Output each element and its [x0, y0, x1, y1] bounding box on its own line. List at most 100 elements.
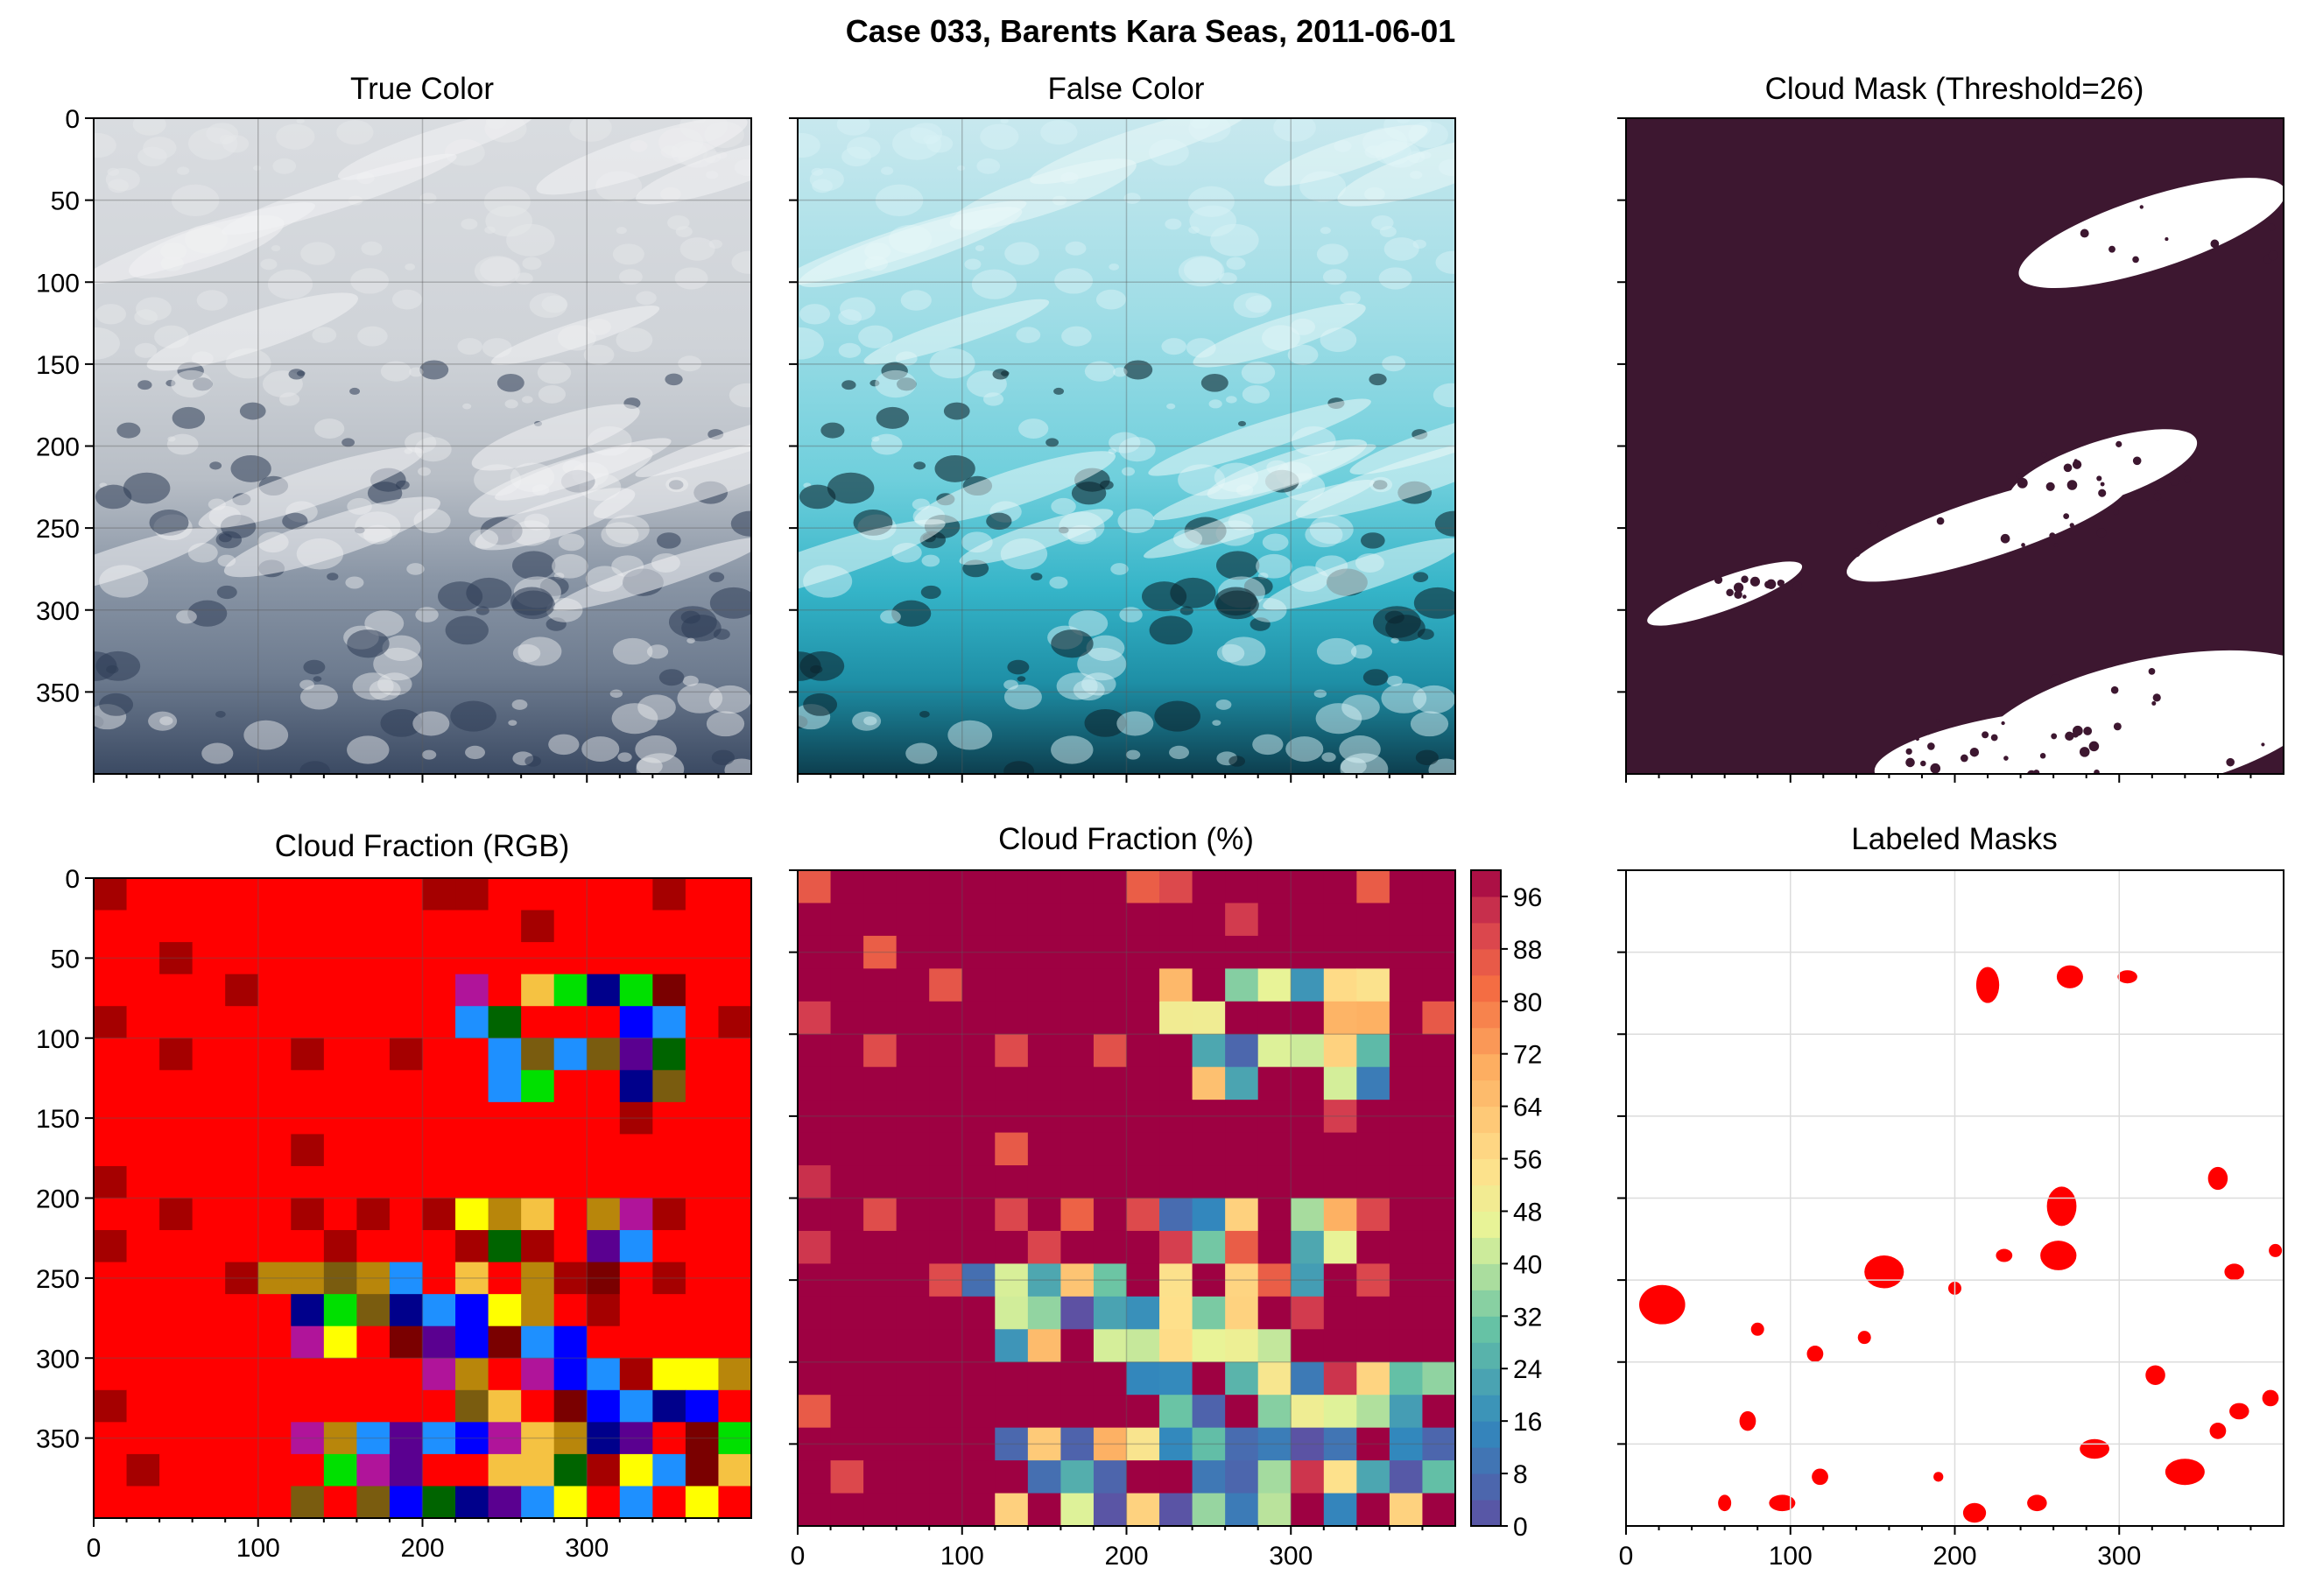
false-color-cloud-streak [1295, 434, 1455, 519]
false-color-texture-mark [1154, 700, 1200, 732]
true-color-texture-mark [299, 679, 314, 690]
cloud-fraction-pct-cell [798, 1263, 832, 1297]
cloud-fraction-pct-cell [995, 1132, 1029, 1166]
cloud-fraction-rgb-cell [619, 1037, 653, 1071]
false-color-texture-mark [1245, 295, 1272, 313]
true-color-texture-mark [616, 327, 653, 353]
cloud-fraction-rgb-cell [685, 1422, 719, 1455]
false-color-texture-mark [1040, 120, 1078, 145]
cloud-fraction-pct-cell [798, 1034, 832, 1068]
cloud-fraction-pct-cell [995, 1230, 1029, 1264]
cloud-fraction-pct-cell [1225, 1165, 1259, 1199]
cloud-fraction-rgb-cell [553, 1486, 588, 1519]
labeled-mask-blob [1718, 1494, 1732, 1512]
false-color-texture-mark [798, 327, 824, 360]
cloud-fraction-pct-cell [1389, 1165, 1423, 1199]
colorbar-segment [1471, 1211, 1501, 1238]
cloud-fraction-rgb-cell [257, 1165, 292, 1199]
true-color-texture-mark [609, 689, 623, 699]
colorbar-segment [1471, 1316, 1501, 1343]
cloud-fraction-pct-cell [830, 1198, 864, 1232]
true-color-texture-mark [361, 241, 383, 256]
colorbar-segment [1471, 1053, 1501, 1081]
true-color-texture-mark [679, 237, 715, 261]
cloud-fraction-pct-cell [1093, 1230, 1127, 1264]
cloud-fraction-rgb-cell [422, 910, 456, 943]
false-color-texture-mark [1410, 711, 1449, 737]
cloud-fraction-pct-cell [1060, 870, 1095, 903]
true-color-texture-mark [391, 289, 423, 310]
false-color-texture-mark [913, 461, 926, 470]
false-color-texture-mark [1369, 373, 1387, 386]
cloud-mask-speck [1990, 734, 1998, 742]
cloud-fraction-rgb-cell [521, 942, 555, 975]
cloud-fraction-rgb-cell [619, 910, 653, 943]
cloud-fraction-rgb-cell [587, 1037, 621, 1071]
cloud-fraction-rgb-cell [619, 942, 653, 975]
cloud-fraction-rgb-cell [192, 1134, 226, 1167]
cloud-mask-speck [2261, 742, 2265, 747]
labeled-mask-blob [2262, 1389, 2279, 1407]
cloud-fraction-pct-cell [1225, 1296, 1259, 1330]
cloud-fraction-rgb-cell [587, 1165, 621, 1199]
cloud-mask-speck [1742, 594, 1747, 599]
cloud-fraction-pct-cell [995, 1329, 1029, 1363]
false-color-texture-mark [1119, 607, 1143, 622]
true-color-texture-mark [99, 693, 134, 716]
cloud-fraction-rgb-cell [652, 878, 686, 911]
labeled-mask-blob [1812, 1468, 1828, 1486]
cloud-fraction-pct-cell [1192, 968, 1226, 1002]
cloud-fraction-rgb-cell [619, 1134, 653, 1167]
cloud-fraction-rgb-cell [159, 1134, 194, 1167]
cloud-fraction-rgb-cell [652, 1037, 686, 1071]
colorbar-segment [1471, 922, 1501, 950]
cloud-fraction-rgb-cell [619, 1389, 653, 1423]
cloud-fraction-pct-cell [1225, 903, 1259, 937]
colorbar-segment [1471, 1421, 1501, 1448]
cloud-fraction-pct-cell [1323, 935, 1357, 969]
cloud-fraction-rgb-cell [718, 1037, 752, 1071]
cloud-fraction-rgb-cell [652, 1165, 686, 1199]
cloud-fraction-rgb-cell [225, 942, 259, 975]
cloud-fraction-pct-cell [1159, 1230, 1193, 1264]
false-color-texture-mark [1095, 289, 1127, 310]
cloud-mask-speck [2153, 492, 2162, 501]
cloud-mask-speck [2063, 513, 2070, 520]
true-color-texture-mark [341, 438, 356, 447]
cloud-fraction-pct-cell [1291, 903, 1325, 937]
cloud-mask-speck [1915, 737, 1919, 742]
cloud-fraction-rgb-cell [553, 1294, 588, 1327]
true-color-texture-mark [149, 509, 189, 536]
cloud-mask-speck [2110, 686, 2119, 694]
cloud-fraction-pct-cell [896, 1001, 930, 1035]
cloud-fraction-rgb-cell [389, 1037, 423, 1071]
false-color-texture-mark [798, 133, 820, 158]
cloud-fraction-rgb-cell [389, 942, 423, 975]
true-color-texture-mark [421, 749, 437, 760]
cloud-fraction-pct-cell [1356, 870, 1390, 903]
cloud-mask-speck [2065, 731, 2074, 742]
true-color-texture-mark [617, 752, 632, 763]
cloud-fraction-rgb-cell [192, 1037, 226, 1071]
false-color-texture-mark [1187, 186, 1235, 217]
cloud-fraction-rgb-cell [192, 1486, 226, 1519]
cloud-fraction-rgb-cell [389, 1165, 423, 1199]
cloud-mask-speck [2026, 770, 2037, 774]
cloud-fraction-rgb-cell [389, 1198, 423, 1231]
cloud-fraction-pct-cell [830, 1296, 864, 1330]
false-color-texture-mark [1004, 242, 1039, 265]
cloud-fraction-pct-cell [1159, 1427, 1193, 1461]
cloud-fraction-rgb-cell [291, 1358, 325, 1391]
false-color-texture-mark [1228, 756, 1246, 767]
cloud-fraction-rgb-cell [257, 1422, 292, 1455]
cloud-fraction-rgb-cell [553, 1453, 588, 1487]
cloud-fraction-rgb-cell [619, 1325, 653, 1359]
cloud-fraction-pct-cell [896, 1066, 930, 1100]
true-color-texture-mark [94, 133, 116, 158]
false-color-texture-mark [1313, 689, 1327, 699]
cloud-fraction-rgb-cell [389, 1358, 423, 1391]
false-color-texture-mark [1051, 629, 1094, 658]
cloud-fraction-pct-cell [1093, 1132, 1127, 1166]
false-color-texture-mark [1412, 572, 1429, 582]
cloud-fraction-rgb-cell [422, 1037, 456, 1071]
